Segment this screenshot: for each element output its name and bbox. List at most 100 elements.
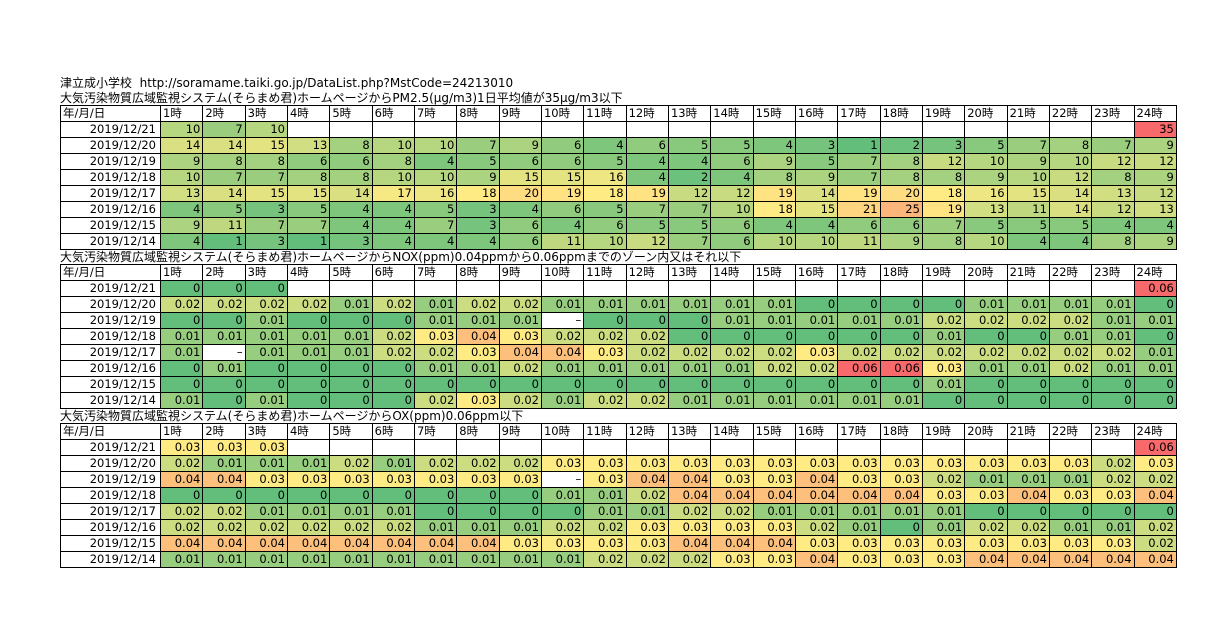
value-cell: 0.01 [921, 519, 966, 536]
value-cell: 6 [498, 217, 542, 234]
value-cell: 4 [583, 137, 627, 154]
value-cell: 7 [286, 217, 331, 234]
value-cell: 0.04 [667, 487, 712, 504]
value-cell: 10 [413, 169, 458, 186]
hour-column-header: 12時 [625, 264, 669, 281]
value-cell: 0.06 [1133, 439, 1177, 456]
value-cell: 0 [286, 487, 331, 504]
value-cell: 12 [1133, 185, 1177, 202]
value-cell [837, 439, 881, 456]
value-cell: 0.01 [667, 296, 712, 313]
hour-column-header: 1時 [159, 105, 204, 122]
hour-column-header: 14時 [710, 105, 754, 122]
value-cell: 0 [879, 296, 923, 313]
value-cell: 0 [1133, 503, 1177, 520]
hour-column-header: 2時 [202, 423, 246, 440]
value-cell: 0.02 [244, 519, 288, 536]
value-cell: 0.02 [583, 551, 627, 568]
value-cell: 0.01 [329, 551, 373, 568]
value-cell: 7 [921, 217, 966, 234]
value-cell: 6 [540, 153, 585, 170]
value-cell: 4 [752, 137, 796, 154]
value-cell: 10 [710, 201, 754, 218]
value-cell: – [540, 312, 585, 329]
value-cell: 0.01 [329, 344, 373, 361]
value-cell [498, 280, 542, 297]
value-cell [583, 280, 627, 297]
value-cell: 4 [1006, 233, 1050, 250]
value-cell [498, 439, 542, 456]
value-cell: 7 [202, 169, 246, 186]
value-cell [794, 439, 839, 456]
value-cell: 0 [244, 280, 288, 297]
value-cell: 0.02 [329, 455, 373, 472]
value-cell: 0 [202, 312, 246, 329]
pm25-table-title: 大気汚染物質広域監視システム(そらまめ君)ホームページからPM2.5(μg/m3… [60, 91, 623, 105]
hour-column-header: 15時 [752, 423, 796, 440]
hour-column-header: 4時 [286, 105, 331, 122]
hour-column-header: 9時 [498, 423, 542, 440]
value-cell: 0 [794, 376, 839, 393]
value-cell: 15 [244, 185, 288, 202]
value-cell: 0.03 [964, 487, 1008, 504]
value-cell: 9 [1133, 137, 1177, 154]
value-cell: 0.01 [921, 328, 966, 345]
value-cell: 0.01 [329, 328, 373, 345]
date-cell: 2019/12/17 [60, 185, 161, 202]
hour-column-header: 22時 [1048, 423, 1093, 440]
hour-column-header: 15時 [752, 264, 796, 281]
value-cell: 13 [964, 201, 1008, 218]
hour-column-header: 8時 [456, 264, 500, 281]
value-cell: 0.01 [879, 392, 923, 409]
value-cell: 0.02 [1091, 455, 1135, 472]
hour-column-header: 7時 [413, 423, 458, 440]
value-cell: 0.01 [540, 360, 585, 377]
value-cell [540, 439, 585, 456]
value-cell: 0.01 [371, 503, 415, 520]
value-cell: 0.01 [159, 551, 204, 568]
value-cell: 0.01 [540, 487, 585, 504]
value-cell: 0.01 [1091, 519, 1135, 536]
value-cell: 4 [1048, 233, 1093, 250]
value-cell: 7 [244, 169, 288, 186]
value-cell: 0 [964, 503, 1008, 520]
value-cell: 0.01 [286, 503, 331, 520]
value-cell [371, 280, 415, 297]
value-cell: 0.02 [371, 296, 415, 313]
date-cell: 2019/12/19 [60, 312, 161, 329]
value-cell: 0 [286, 312, 331, 329]
value-cell: 13 [159, 185, 204, 202]
value-cell: 0.01 [879, 312, 923, 329]
value-cell [1048, 121, 1093, 138]
value-cell: 0.01 [456, 360, 500, 377]
hour-column-header: 5時 [329, 105, 373, 122]
value-cell: 6 [329, 153, 373, 170]
value-cell: 0 [625, 312, 669, 329]
value-cell: 0.01 [625, 360, 669, 377]
value-cell: 0.01 [159, 392, 204, 409]
value-cell: 0.02 [625, 487, 669, 504]
date-cell: 2019/12/21 [60, 280, 161, 297]
value-cell: 0 [1133, 328, 1177, 345]
value-cell [752, 121, 796, 138]
value-cell: 0.03 [583, 535, 627, 552]
value-cell: 4 [413, 233, 458, 250]
value-cell: 6 [625, 137, 669, 154]
value-cell: 0.01 [244, 392, 288, 409]
value-cell: 5 [1006, 217, 1050, 234]
value-cell: 0 [1091, 503, 1135, 520]
value-cell: 5 [456, 153, 500, 170]
value-cell: 0.02 [625, 344, 669, 361]
hour-column-header: 12時 [625, 423, 669, 440]
value-cell: 0 [921, 392, 966, 409]
value-cell: 0.02 [202, 296, 246, 313]
date-cell: 2019/12/14 [60, 392, 161, 409]
value-cell: 0 [329, 376, 373, 393]
value-cell: 10 [371, 169, 415, 186]
value-cell: 0.01 [794, 392, 839, 409]
value-cell: 0 [710, 376, 754, 393]
value-cell: 0.02 [244, 296, 288, 313]
value-cell: 12 [1133, 153, 1177, 170]
value-cell: 0.01 [540, 392, 585, 409]
value-cell: 0.01 [837, 503, 881, 520]
